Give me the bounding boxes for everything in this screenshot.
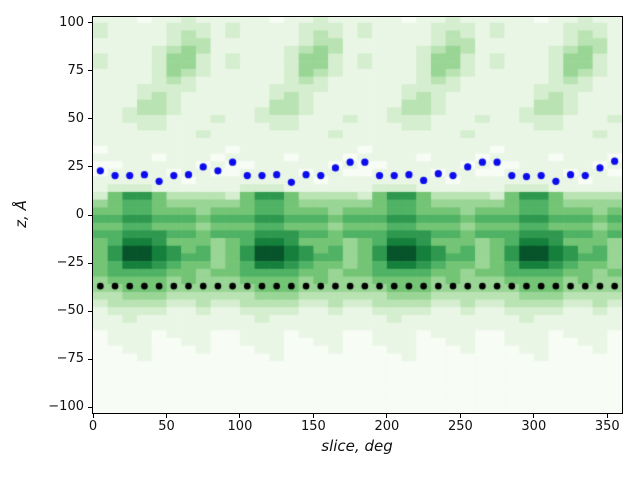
x-tick-label: 100 — [227, 419, 253, 434]
x-tick-mark — [606, 414, 608, 418]
x-tick-mark — [239, 414, 241, 418]
y-axis-label: z, Å — [12, 200, 30, 228]
y-tick-mark — [88, 22, 92, 24]
x-tick-label: 150 — [300, 419, 326, 434]
y-tick-mark — [88, 166, 92, 168]
y-tick-mark — [88, 70, 92, 72]
x-tick-mark — [533, 414, 535, 418]
y-tick-label: 0 — [75, 207, 84, 222]
x-tick-mark — [165, 414, 167, 418]
y-tick-label: 100 — [59, 14, 84, 30]
y-tick-label: −75 — [56, 351, 84, 367]
y-tick-label: 50 — [67, 110, 84, 126]
y-tick-mark — [88, 358, 92, 360]
x-tick-label: 200 — [374, 419, 400, 434]
y-tick-mark — [88, 262, 92, 264]
y-tick-label: 25 — [67, 158, 84, 174]
x-tick-mark — [312, 414, 314, 418]
y-tick-label: −100 — [48, 399, 84, 415]
x-tick-mark — [92, 414, 94, 418]
y-tick-label: −50 — [56, 303, 84, 319]
x-tick-label: 0 — [88, 419, 98, 434]
y-tick-mark — [88, 310, 92, 312]
y-tick-mark — [88, 214, 92, 216]
x-tick-label: 250 — [447, 419, 473, 434]
y-tick-label: 75 — [67, 62, 84, 78]
x-tick-label: 50 — [158, 419, 175, 434]
y-tick-mark — [88, 406, 92, 408]
x-tick-label: 300 — [521, 419, 547, 434]
x-axis-label: slice, deg — [321, 437, 393, 455]
y-tick-label: −25 — [56, 255, 84, 271]
plot-area — [92, 16, 623, 414]
x-tick-label: 350 — [594, 419, 620, 434]
heatmap-canvas — [93, 17, 622, 413]
x-tick-mark — [386, 414, 388, 418]
y-tick-mark — [88, 118, 92, 120]
x-tick-mark — [459, 414, 461, 418]
